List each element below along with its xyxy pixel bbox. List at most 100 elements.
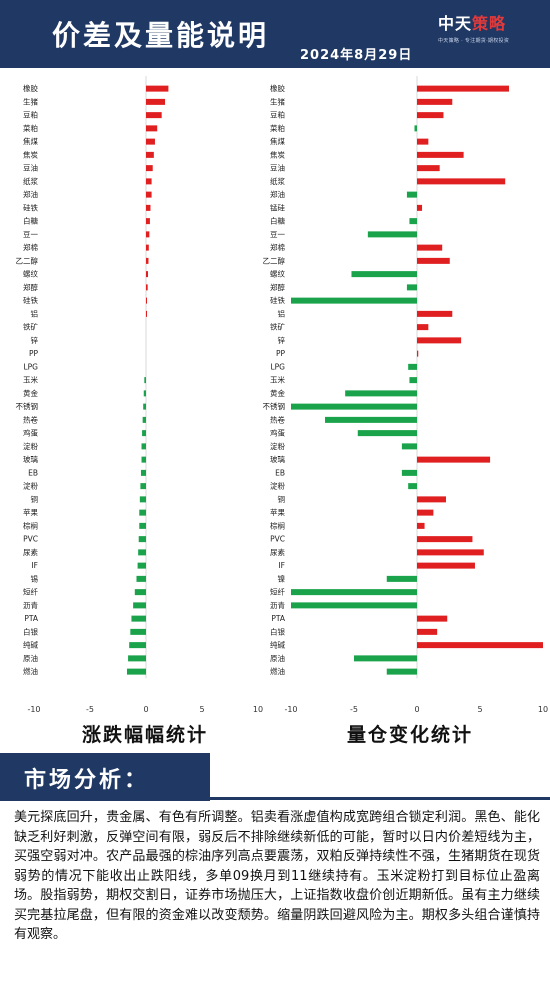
category-label: 燃油 bbox=[23, 666, 38, 676]
data-bar bbox=[139, 496, 146, 503]
section-divider bbox=[210, 797, 550, 800]
category-label: 螺纹 bbox=[270, 269, 285, 279]
data-bar bbox=[146, 98, 166, 105]
x-tick-label: 5 bbox=[199, 705, 204, 714]
data-bar bbox=[417, 496, 446, 503]
category-label: 豆粕 bbox=[270, 110, 285, 120]
report-date: 2024年8月29日 bbox=[300, 48, 413, 63]
x-tick-label: 0 bbox=[143, 705, 148, 714]
x-tick-label: 10 bbox=[538, 705, 548, 714]
data-bar bbox=[351, 271, 417, 278]
x-tick-label: 5 bbox=[477, 705, 482, 714]
category-label: 玻璃 bbox=[23, 454, 38, 464]
category-label: 纸浆 bbox=[23, 176, 38, 186]
data-bar bbox=[146, 297, 147, 304]
category-label: 铝 bbox=[278, 308, 286, 318]
brand-logo: 中天策略 中天策略 · 专注期货·期权投资 bbox=[438, 10, 534, 46]
data-bar bbox=[130, 628, 146, 635]
data-bar bbox=[140, 483, 146, 490]
category-label: 豆粕 bbox=[23, 110, 38, 120]
data-bar bbox=[126, 668, 146, 675]
data-bar bbox=[146, 257, 149, 264]
data-bar bbox=[409, 377, 417, 384]
category-label: 玻璃 bbox=[270, 454, 285, 464]
category-label: 郑醇 bbox=[23, 282, 38, 292]
data-bar bbox=[417, 337, 462, 344]
data-bar bbox=[417, 138, 429, 145]
data-bar bbox=[406, 284, 417, 291]
data-bar bbox=[134, 589, 146, 596]
data-bar bbox=[417, 204, 423, 211]
category-label: 铜 bbox=[278, 494, 286, 504]
data-bar bbox=[146, 231, 150, 238]
category-label: 热卷 bbox=[270, 414, 285, 424]
data-bar bbox=[146, 244, 149, 251]
data-bar bbox=[146, 138, 155, 145]
data-bar bbox=[417, 112, 444, 119]
data-bar bbox=[146, 85, 169, 92]
data-bar bbox=[408, 483, 417, 490]
data-bar bbox=[142, 430, 146, 437]
data-bar bbox=[146, 178, 152, 185]
data-bar bbox=[417, 178, 506, 185]
data-bar bbox=[406, 191, 417, 198]
category-label: 白糖 bbox=[23, 216, 38, 226]
data-bar bbox=[417, 324, 429, 331]
category-label: 淀粉 bbox=[23, 441, 38, 451]
category-label: 纯碱 bbox=[270, 640, 285, 650]
category-label: PP bbox=[276, 349, 286, 358]
x-tick-label: -10 bbox=[284, 705, 297, 714]
data-bar bbox=[417, 642, 543, 649]
data-bar bbox=[146, 284, 148, 291]
category-label: 苹果 bbox=[270, 507, 285, 517]
category-label: 橡胶 bbox=[23, 83, 38, 93]
data-bar bbox=[146, 310, 147, 317]
category-label: 燃油 bbox=[270, 666, 285, 676]
category-label: 白糖 bbox=[270, 216, 285, 226]
data-bar bbox=[133, 602, 146, 609]
category-label: 豆一 bbox=[270, 230, 285, 239]
category-label: 短纤 bbox=[23, 587, 38, 597]
data-bar bbox=[414, 125, 417, 132]
data-bar bbox=[140, 469, 146, 476]
section-title: 市场分析： bbox=[24, 768, 150, 793]
data-bar bbox=[417, 522, 425, 529]
data-bar bbox=[417, 536, 473, 543]
data-bar bbox=[417, 257, 450, 264]
data-bar bbox=[141, 456, 146, 463]
category-label: 纸浆 bbox=[270, 176, 285, 186]
category-label: 豆油 bbox=[23, 163, 38, 173]
x-tick-label: -10 bbox=[27, 705, 40, 714]
data-bar bbox=[137, 562, 146, 569]
category-label: 尿素 bbox=[23, 547, 38, 557]
data-bar bbox=[386, 668, 417, 675]
data-bar bbox=[291, 297, 417, 304]
section-header: 市场分析： bbox=[0, 753, 550, 801]
data-bar bbox=[141, 443, 146, 450]
chart-left-caption: 涨跌幅幅统计 bbox=[82, 724, 209, 746]
data-bar bbox=[354, 655, 417, 662]
category-label: 原油 bbox=[270, 653, 285, 663]
data-bar bbox=[417, 456, 491, 463]
data-bar bbox=[146, 191, 152, 198]
category-label: 螺纹 bbox=[23, 269, 38, 279]
category-label: 白银 bbox=[270, 626, 285, 636]
data-bar bbox=[291, 602, 417, 609]
category-label: 白银 bbox=[23, 626, 38, 636]
category-label: 鸡蛋 bbox=[23, 428, 38, 438]
data-bar bbox=[146, 271, 149, 278]
data-bar bbox=[139, 509, 146, 516]
data-bar bbox=[291, 589, 417, 596]
category-label: 焦煤 bbox=[23, 136, 38, 146]
category-label: 玉米 bbox=[270, 375, 285, 385]
header-banner: 价差及量能说明 2024年8月29日 中天策略 中天策略 · 专注期货·期权投资 bbox=[0, 0, 550, 68]
category-label: 硅铁 bbox=[270, 295, 285, 305]
category-label: 焦炭 bbox=[270, 149, 285, 159]
category-label: 黄金 bbox=[270, 388, 285, 398]
category-label: 不锈钢 bbox=[16, 401, 39, 411]
category-label: 鸡蛋 bbox=[270, 428, 285, 438]
data-bar bbox=[138, 549, 146, 556]
category-label: IF bbox=[278, 561, 285, 570]
data-bar bbox=[417, 165, 440, 172]
data-bar bbox=[345, 390, 417, 397]
